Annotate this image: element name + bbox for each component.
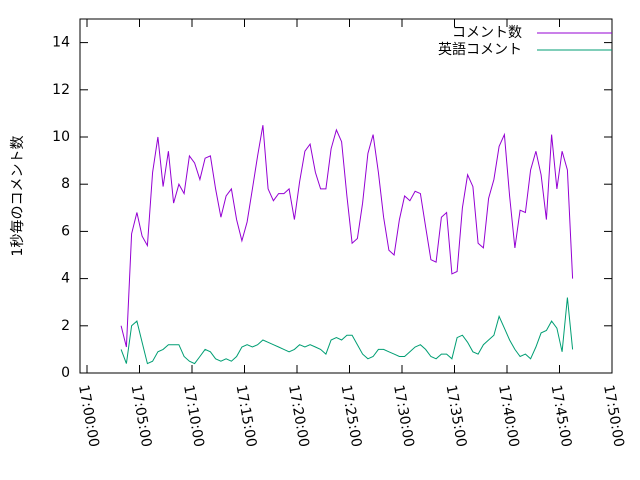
- x-tick-label: 17:10:00: [180, 384, 207, 449]
- y-tick-label: 8: [61, 176, 70, 192]
- y-tick-label: 14: [52, 35, 70, 51]
- x-tick-label: 17:00:00: [75, 384, 102, 449]
- y-tick-label: 2: [61, 318, 70, 334]
- x-tick-label: 17:50:00: [600, 384, 627, 449]
- series-line: [120, 125, 574, 348]
- x-tick-label: 17:05:00: [128, 384, 155, 449]
- x-tick-label: 17:30:00: [390, 384, 417, 449]
- y-tick-label: 0: [61, 365, 70, 381]
- x-tick-label: 17:40:00: [495, 384, 522, 449]
- y-tick-label: 6: [61, 223, 70, 239]
- x-tick-label: 17:45:00: [548, 384, 575, 449]
- y-axis-label: 1秒毎のコメント数: [10, 136, 26, 257]
- series-line: [120, 297, 574, 365]
- legend-label: 英語コメント: [438, 41, 522, 58]
- y-tick-label: 10: [52, 129, 70, 145]
- y-tick-label: 12: [52, 82, 70, 98]
- x-tick-label: 17:15:00: [233, 384, 260, 449]
- x-tick-label: 17:35:00: [443, 384, 470, 449]
- x-tick-label: 17:25:00: [338, 384, 365, 449]
- plot-frame: [79, 18, 613, 374]
- legend-label: コメント数: [452, 25, 522, 41]
- x-tick-label: 17:20:00: [285, 384, 312, 449]
- y-tick-label: 4: [61, 271, 70, 287]
